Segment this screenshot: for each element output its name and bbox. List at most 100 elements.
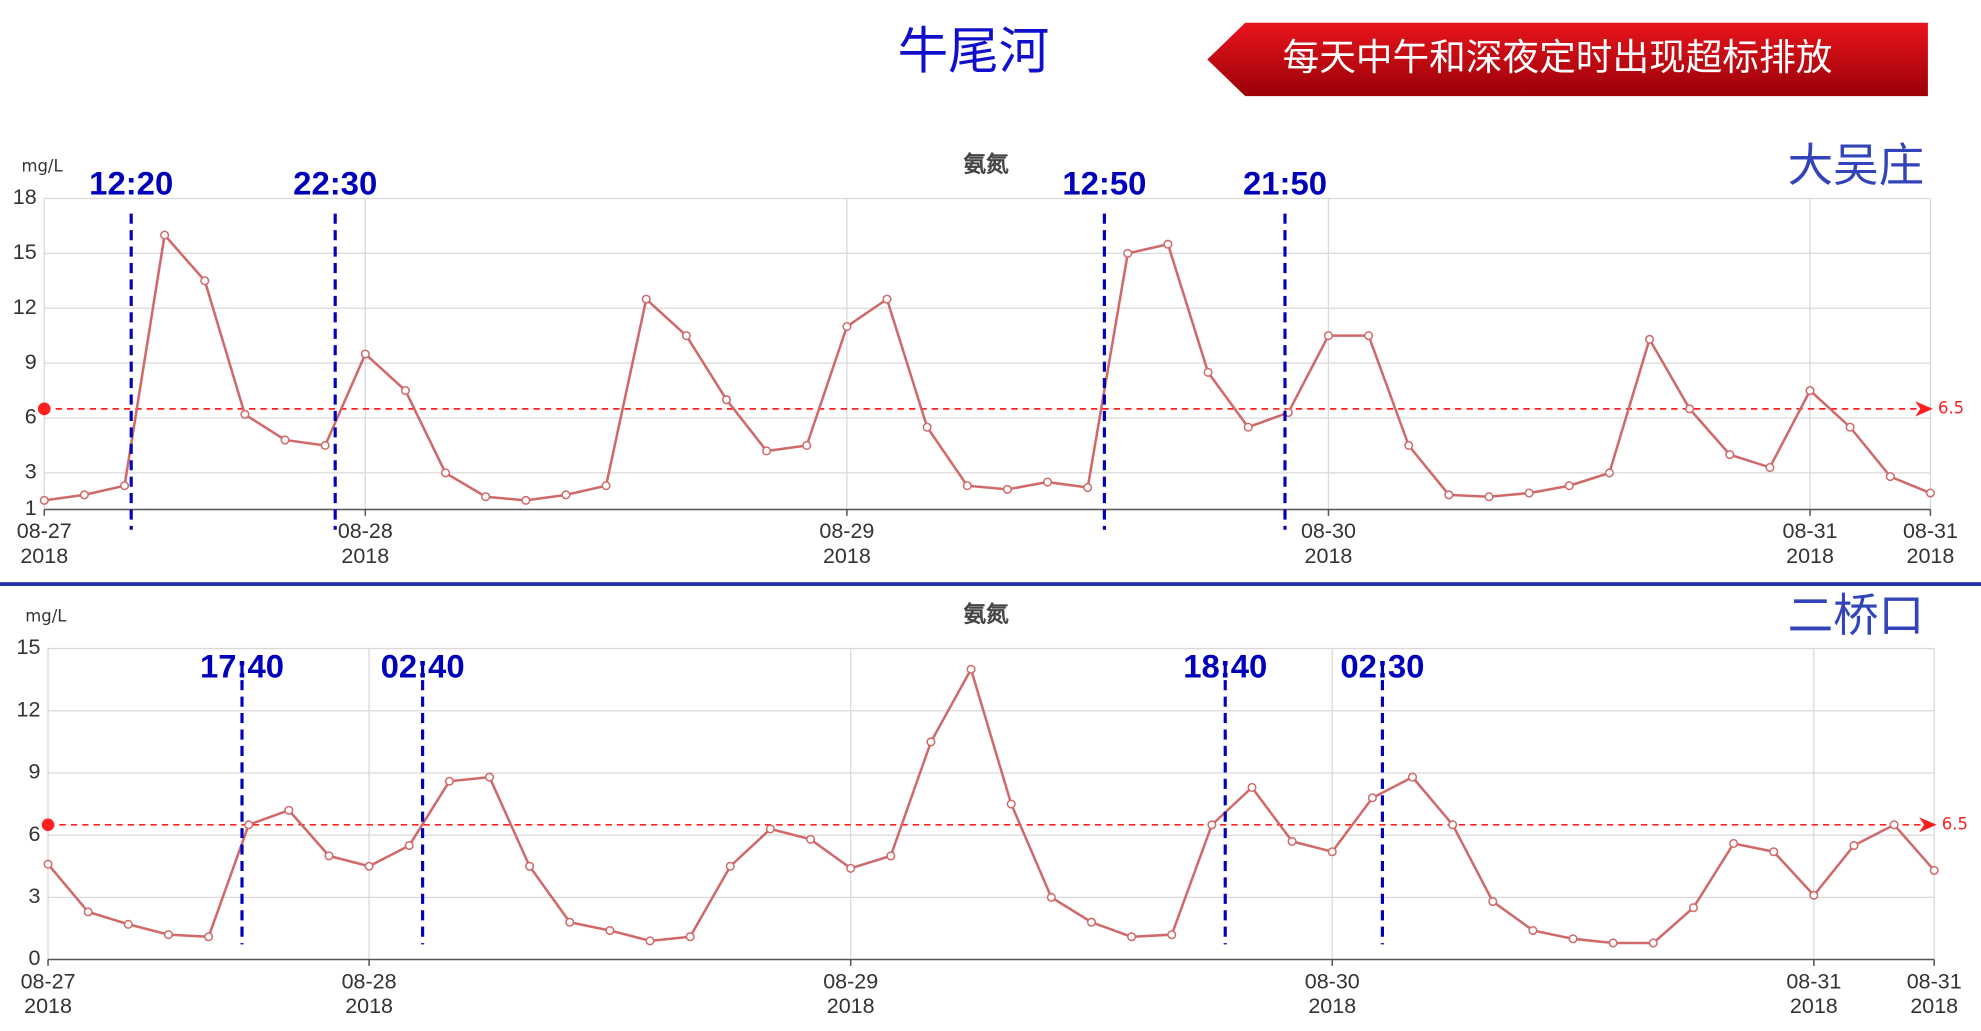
- x-tick-label: 08-28 2018: [342, 969, 397, 1018]
- time-marker-label: 12:50: [1062, 165, 1146, 202]
- y-tick-label: 3: [25, 460, 37, 484]
- data-point: [641, 294, 651, 304]
- time-marker-label: 21:50: [1243, 165, 1327, 202]
- threshold-arrow: [1915, 401, 1933, 417]
- data-point: [1725, 450, 1735, 460]
- data-point: [926, 737, 936, 747]
- data-point: [846, 863, 856, 873]
- data-point: [204, 932, 214, 942]
- data-point: [802, 440, 812, 451]
- data-point: [1327, 847, 1337, 857]
- y-tick-label: 9: [29, 760, 41, 784]
- y-tick-label: 6: [25, 405, 37, 429]
- y-tick-label: 18: [13, 185, 37, 209]
- banner-text: 每天中午和深夜定时出现超标排放: [1283, 36, 1833, 79]
- threshold-dot: [37, 402, 51, 416]
- data-point: [1404, 440, 1414, 451]
- data-point: [1083, 482, 1093, 493]
- site-name: 二桥口: [1788, 589, 1925, 642]
- data-point: [1203, 367, 1213, 377]
- data-point: [1167, 930, 1177, 940]
- data-point: [1729, 838, 1739, 848]
- x-tick-label: 08-31 2018: [1903, 519, 1958, 568]
- data-point: [1046, 892, 1056, 902]
- data-point: [1127, 932, 1137, 942]
- x-tick-label: 08-28 2018: [338, 519, 393, 568]
- data-point: [962, 481, 972, 491]
- data-point: [721, 395, 732, 405]
- data-point: [441, 468, 451, 478]
- series-line: [44, 232, 1931, 502]
- data-point: [601, 481, 611, 491]
- data-point: [1925, 488, 1935, 498]
- data-point: [762, 446, 772, 456]
- time-marker-label: 12:20: [89, 165, 173, 202]
- data-point: [805, 834, 816, 844]
- data-point: [1484, 492, 1494, 502]
- threshold-arrow: [1919, 817, 1937, 833]
- data-point: [119, 481, 130, 491]
- data-point: [1769, 847, 1779, 857]
- data-point: [1845, 422, 1855, 432]
- data-point: [1364, 331, 1374, 341]
- data-point: [605, 925, 615, 936]
- data-point: [521, 495, 531, 505]
- series-line: [47, 666, 1936, 945]
- data-point: [160, 230, 170, 240]
- x-tick-label: 08-31 2018: [1786, 969, 1841, 1018]
- data-point: [1644, 334, 1655, 344]
- data-point: [444, 776, 454, 786]
- data-point: [882, 294, 892, 304]
- data-point: [79, 490, 89, 500]
- time-marker-label: 17:40: [200, 647, 284, 684]
- threshold-label: 6.5: [1942, 814, 1968, 833]
- data-point: [842, 322, 852, 332]
- data-point: [1849, 840, 1859, 851]
- data-point: [1564, 481, 1574, 491]
- data-point: [320, 440, 330, 451]
- data-point: [1006, 799, 1016, 809]
- y-tick-label: 15: [13, 240, 37, 264]
- data-point: [1086, 917, 1097, 927]
- data-point: [1287, 836, 1297, 846]
- chart-title: 氨氮: [963, 601, 1009, 628]
- data-point: [200, 276, 210, 286]
- x-tick-label: 08-30 2018: [1305, 969, 1360, 1018]
- data-point: [1247, 782, 1257, 793]
- data-point: [1929, 865, 1939, 875]
- data-point: [1002, 484, 1012, 494]
- data-point: [1805, 386, 1815, 396]
- data-point: [1123, 248, 1133, 258]
- data-point: [681, 331, 691, 341]
- data-point: [360, 349, 370, 359]
- data-point: [1889, 820, 1899, 830]
- data-point: [240, 409, 250, 419]
- time-marker-label: 18:40: [1183, 647, 1267, 684]
- y-tick-label: 12: [17, 697, 41, 721]
- y-tick-label: 15: [17, 635, 41, 659]
- data-point: [244, 820, 254, 830]
- data-point: [1407, 772, 1418, 782]
- data-point: [966, 664, 976, 674]
- data-point: [1163, 239, 1173, 249]
- data-point: [1885, 472, 1895, 482]
- data-point: [400, 386, 410, 396]
- y-axis-label: mg/L: [25, 606, 67, 625]
- data-point: [1323, 331, 1334, 341]
- data-point: [284, 805, 294, 815]
- x-tick-label: 08-27 2018: [17, 519, 72, 568]
- data-point: [1448, 820, 1458, 830]
- data-point: [645, 936, 655, 946]
- y-tick-label: 9: [25, 350, 37, 374]
- data-point: [525, 861, 535, 871]
- data-point: [404, 840, 414, 851]
- data-point: [364, 861, 374, 871]
- data-point: [1685, 404, 1695, 414]
- data-point: [324, 851, 334, 861]
- page-title: 牛尾河: [898, 22, 1050, 81]
- site-name: 大吴庄: [1788, 139, 1925, 192]
- data-point: [484, 772, 495, 782]
- data-point: [922, 422, 932, 432]
